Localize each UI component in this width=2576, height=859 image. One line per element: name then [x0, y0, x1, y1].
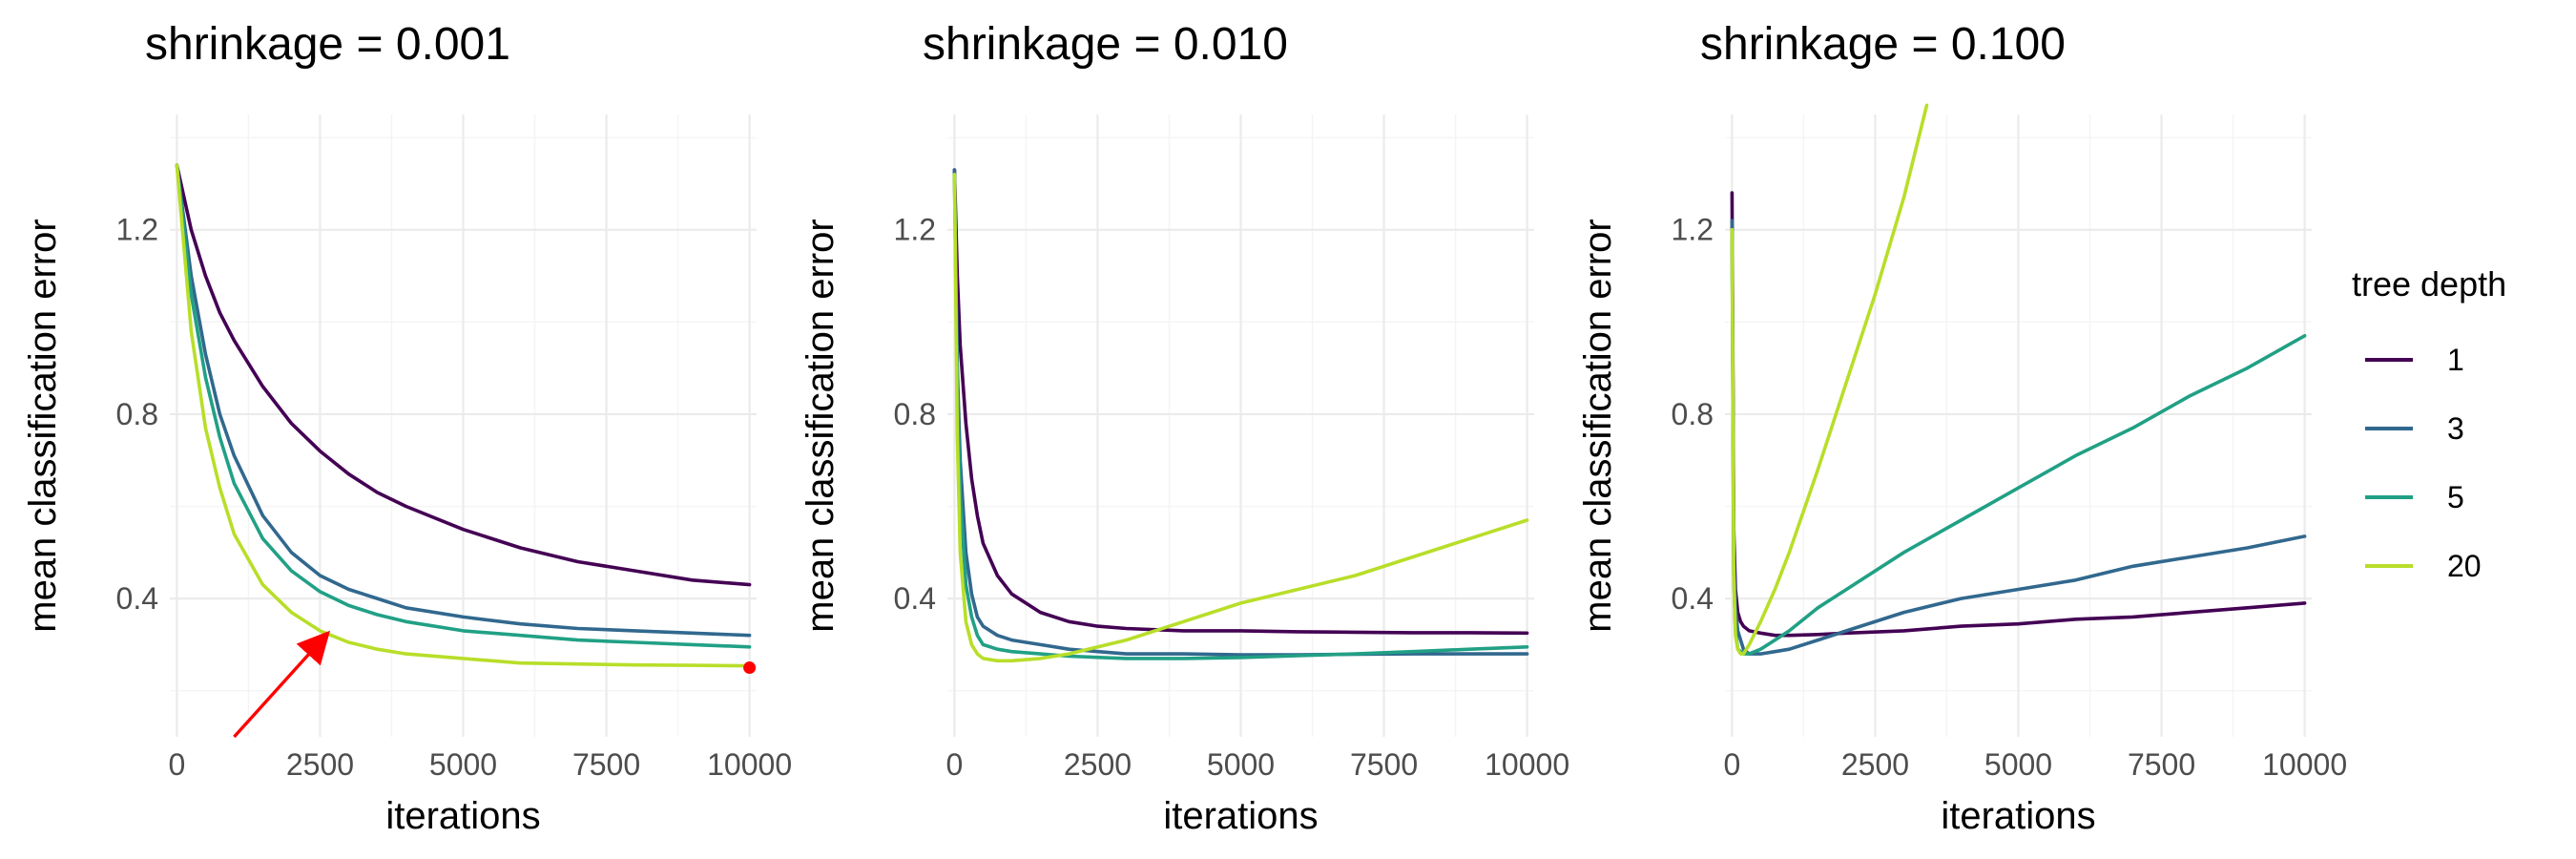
- x-axis-title: iterations: [1941, 795, 2095, 837]
- x-tick-label: 10000: [707, 747, 792, 782]
- series-line-depth-1: [1730, 191, 2307, 638]
- x-tick-label: 7500: [2128, 747, 2195, 782]
- series-line-depth-1: [175, 163, 752, 587]
- x-tick-label: 0: [1723, 747, 1740, 782]
- x-tick-label: 10000: [2262, 747, 2347, 782]
- x-tick-label: 5000: [1984, 747, 2052, 782]
- y-tick-label: 0.8: [894, 397, 936, 431]
- x-tick-label: 7500: [572, 747, 640, 782]
- panel-3: 0 2500 5000 7500 10000 0.4 0.8 1.2 shrinkage = 0…: [1577, 19, 2347, 837]
- y-axis-title: mean classification error: [22, 219, 64, 633]
- series-line-depth-20: [952, 173, 1529, 663]
- series-line-depth-20: [175, 163, 752, 668]
- y-axis-title: mean classification error: [1577, 219, 1619, 633]
- panel-title: shrinkage = 0.100: [1700, 19, 2066, 70]
- y-tick-label: 0.4: [116, 581, 158, 616]
- y-tick-label: 1.2: [1672, 213, 1714, 247]
- series-line-depth-5: [952, 173, 1529, 660]
- legend-label: 5: [2447, 480, 2464, 514]
- panel-title: shrinkage = 0.010: [923, 19, 1288, 70]
- series-line-depth-1: [952, 168, 1529, 636]
- x-tick-label: 0: [168, 747, 185, 782]
- annotation-arrow: [233, 630, 331, 739]
- x-tick-label: 0: [945, 747, 963, 782]
- annotation-point: [743, 661, 757, 675]
- legend-label: 20: [2447, 549, 2482, 583]
- y-tick-label: 1.2: [894, 213, 936, 247]
- x-tick-label: 7500: [1350, 747, 1418, 782]
- x-tick-label: 10000: [1485, 747, 1569, 782]
- y-tick-label: 0.4: [1672, 581, 1714, 616]
- series-line-depth-5: [175, 163, 752, 649]
- y-tick-label: 0.8: [116, 397, 158, 431]
- y-axis-title: mean classification error: [800, 219, 841, 633]
- y-tick-label: 0.4: [894, 581, 936, 616]
- panel-1: 0 2500 5000 7500 10000 0.4 0.8 1.2 shrinkage = 0…: [22, 19, 792, 837]
- y-tick-label: 0.8: [1672, 397, 1714, 431]
- y-tick-label: 1.2: [116, 213, 158, 247]
- series-line-depth-20: [1730, 103, 1929, 656]
- series-line-depth-3: [1730, 219, 2307, 656]
- legend-label: 1: [2447, 343, 2464, 377]
- x-tick-label: 5000: [429, 747, 497, 782]
- legend-title: tree depth: [2352, 264, 2506, 304]
- legend: tree depth 1 3 5 20: [2352, 264, 2506, 583]
- panel-title: shrinkage = 0.001: [145, 19, 510, 70]
- x-tick-label: 2500: [1841, 747, 1909, 782]
- legend-label: 3: [2447, 411, 2464, 446]
- x-tick-label: 5000: [1207, 747, 1275, 782]
- series-line-depth-3: [175, 163, 752, 638]
- x-axis-title: iterations: [1163, 795, 1318, 837]
- x-axis-title: iterations: [385, 795, 540, 837]
- x-tick-label: 2500: [1064, 747, 1132, 782]
- panel-2: 0 2500 5000 7500 10000 0.4 0.8 1.2 shrinkage = 0…: [800, 19, 1569, 837]
- x-tick-label: 2500: [286, 747, 354, 782]
